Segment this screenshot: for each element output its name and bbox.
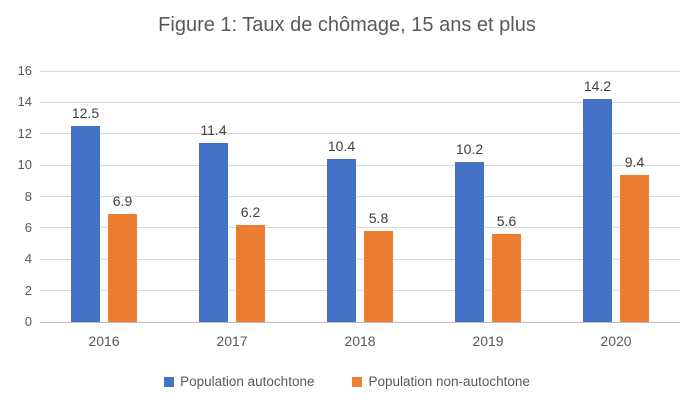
y-axis-tick-label: 8 xyxy=(24,188,32,204)
y-axis-tick-label: 2 xyxy=(24,282,32,298)
chart-title: Figure 1: Taux de chômage, 15 ans et plu… xyxy=(158,14,536,36)
bar-group: 10.2 5.6 2019 xyxy=(424,71,552,349)
y-axis-tick-label: 14 xyxy=(17,94,32,110)
x-axis-category-label: 2020 xyxy=(600,333,632,349)
legend-item: Population autochtone xyxy=(164,374,314,389)
bar-group: 12.5 6.9 2016 xyxy=(40,71,168,349)
x-axis-category-label: 2017 xyxy=(216,333,248,349)
data-label: 6.9 xyxy=(112,192,133,209)
gridline xyxy=(40,196,680,197)
legend-label: Population non-autochtone xyxy=(368,374,530,389)
plot-area: 12.5 6.9 2016 11.4 6.2 2017 10.4 5.8 2018 10.2 5.6… xyxy=(40,70,680,349)
x-axis-category-label: 2018 xyxy=(344,333,376,349)
data-label: 11.4 xyxy=(200,122,227,139)
bar xyxy=(199,143,228,322)
bar-group: 10.4 5.8 2018 xyxy=(296,71,424,349)
bar-group: 11.4 6.2 2017 xyxy=(168,71,296,349)
y-axis-tick-label: 12 xyxy=(17,125,32,141)
bar xyxy=(492,234,521,322)
data-label: 10.4 xyxy=(327,137,356,154)
bar xyxy=(71,125,100,322)
gridline xyxy=(40,70,680,72)
data-label: 5.6 xyxy=(496,213,517,230)
legend-label: Population autochtone xyxy=(180,374,315,389)
data-label: 14.2 xyxy=(583,78,612,95)
legend-swatch xyxy=(352,376,363,387)
y-axis-tick-label: 0 xyxy=(24,314,32,329)
bar xyxy=(364,231,393,322)
gridline xyxy=(40,290,680,292)
y-axis-tick-label: 4 xyxy=(24,251,32,267)
bar xyxy=(236,224,265,322)
x-axis-category-label: 2016 xyxy=(88,333,120,349)
y-axis-tick-label: 10 xyxy=(17,157,32,173)
data-label: 12.5 xyxy=(71,104,100,121)
bar xyxy=(455,162,484,322)
gridline xyxy=(40,164,680,166)
legend: Population autochtone Population non-auto… xyxy=(0,374,694,389)
bar xyxy=(327,158,356,322)
y-axis-tick-label: 6 xyxy=(24,219,32,235)
data-label: 10.2 xyxy=(455,141,484,157)
bar xyxy=(583,99,612,322)
gridline xyxy=(40,101,680,103)
gridline xyxy=(40,133,680,135)
gridline xyxy=(40,321,680,323)
x-axis-category-label: 2019 xyxy=(472,333,504,349)
legend-swatch xyxy=(164,376,175,387)
bar xyxy=(108,213,137,322)
y-axis-tick-label: 16 xyxy=(17,63,32,78)
gridline xyxy=(40,227,680,229)
data-label: 6.2 xyxy=(240,203,261,220)
bar xyxy=(620,174,649,322)
data-label: 9.4 xyxy=(624,153,645,170)
data-label: 5.8 xyxy=(368,210,389,227)
gridline xyxy=(40,258,680,260)
legend-item: Population non-autochtone xyxy=(352,374,530,389)
bar-group: 14.2 9.4 2020 xyxy=(552,71,680,349)
